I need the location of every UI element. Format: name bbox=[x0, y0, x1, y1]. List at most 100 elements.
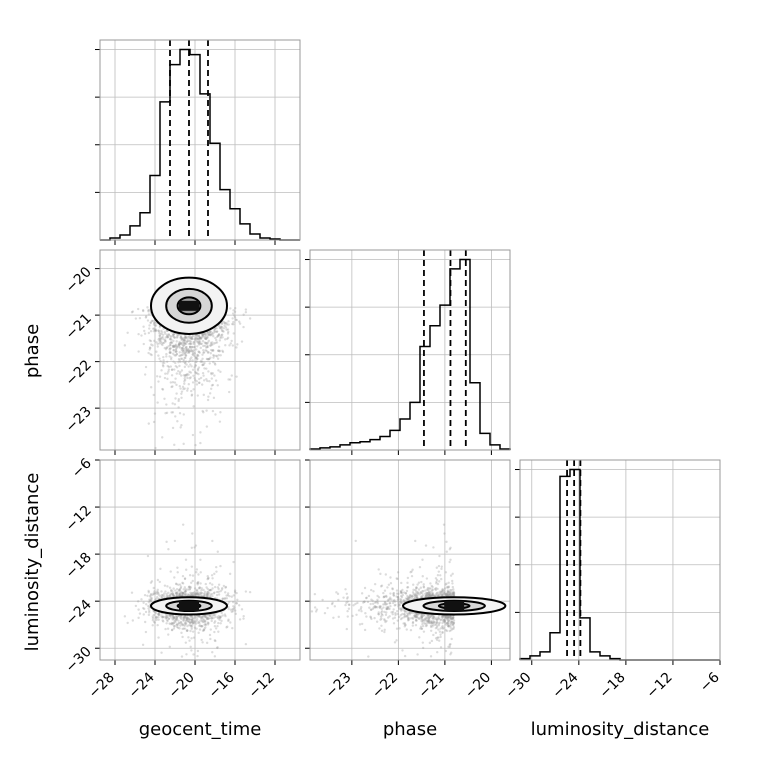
scatter-point bbox=[172, 344, 175, 348]
scatter-point bbox=[190, 620, 194, 624]
scatter-point bbox=[196, 367, 200, 371]
scatter-point bbox=[209, 348, 213, 352]
scatter-point bbox=[175, 350, 178, 353]
scatter-point bbox=[189, 336, 193, 339]
scatter-point bbox=[158, 613, 161, 617]
scatter-point bbox=[415, 612, 419, 616]
scatter-point bbox=[397, 598, 400, 601]
scatter-point bbox=[161, 361, 165, 364]
scatter-point bbox=[441, 621, 444, 625]
scatter-point bbox=[175, 617, 178, 621]
scatter-point bbox=[180, 423, 183, 427]
scatter-point bbox=[192, 594, 195, 597]
scatter-point bbox=[215, 570, 218, 573]
scatter-point bbox=[444, 571, 448, 574]
scatter-point bbox=[427, 593, 430, 597]
scatter-point bbox=[419, 591, 423, 594]
scatter-point bbox=[440, 589, 443, 592]
scatter-point bbox=[315, 608, 319, 611]
scatter-point bbox=[385, 595, 388, 598]
scatter-point bbox=[149, 599, 153, 602]
scatter-point bbox=[185, 617, 189, 620]
scatter-point bbox=[187, 382, 190, 386]
scatter-point bbox=[188, 345, 192, 349]
scatter-point bbox=[182, 591, 185, 595]
scatter-point bbox=[134, 604, 138, 608]
scatter-point bbox=[205, 357, 209, 361]
scatter-point bbox=[190, 618, 194, 622]
scatter-point bbox=[411, 595, 414, 598]
scatter-point bbox=[232, 320, 235, 324]
scatter-point bbox=[192, 617, 195, 620]
scatter-point bbox=[140, 598, 143, 601]
scatter-point bbox=[401, 601, 404, 605]
scatter-point bbox=[187, 349, 190, 352]
scatter-point bbox=[226, 592, 230, 595]
scatter-point bbox=[446, 617, 449, 621]
scatter-point bbox=[385, 607, 388, 611]
scatter-point bbox=[143, 593, 147, 597]
scatter-point bbox=[197, 594, 200, 597]
scatter-point bbox=[418, 593, 421, 596]
scatter-point bbox=[174, 592, 178, 595]
scatter-point bbox=[380, 610, 384, 613]
scatter-point bbox=[174, 397, 177, 400]
scatter-point bbox=[436, 618, 439, 622]
scatter-point bbox=[160, 590, 163, 593]
scatter-point bbox=[155, 375, 159, 378]
scatter-point bbox=[447, 625, 450, 628]
scatter-point bbox=[430, 639, 434, 643]
scatter-point bbox=[387, 607, 390, 610]
scatter-point bbox=[426, 591, 430, 595]
scatter-point bbox=[187, 594, 191, 597]
scatter-point bbox=[345, 601, 348, 605]
scatter-point bbox=[169, 334, 172, 338]
scatter-point bbox=[197, 614, 201, 618]
scatter-point bbox=[404, 610, 407, 613]
scatter-point bbox=[123, 344, 127, 347]
scatter-point bbox=[173, 381, 177, 384]
scatter-point bbox=[218, 349, 221, 353]
scatter-point bbox=[430, 620, 433, 623]
scatter-point bbox=[188, 621, 192, 625]
scatter-point bbox=[217, 349, 220, 352]
scatter-point bbox=[171, 381, 175, 384]
scatter-point bbox=[183, 593, 187, 597]
scatter-point bbox=[436, 582, 440, 586]
scatter-point bbox=[421, 613, 424, 616]
scatter-point bbox=[149, 598, 153, 601]
scatter-point bbox=[183, 356, 186, 359]
scatter-point bbox=[189, 337, 193, 340]
scatter-point bbox=[144, 316, 148, 319]
scatter-point bbox=[414, 618, 418, 622]
scatter-point bbox=[452, 593, 456, 596]
scatter-point bbox=[208, 582, 212, 585]
scatter-point bbox=[231, 317, 234, 320]
scatter-point bbox=[164, 412, 167, 415]
scatter-point bbox=[207, 333, 211, 337]
scatter-point bbox=[191, 433, 195, 437]
scatter-point bbox=[175, 366, 179, 369]
scatter-point bbox=[175, 587, 179, 591]
scatter-point bbox=[385, 619, 388, 623]
scatter-point bbox=[437, 628, 440, 631]
scatter-point bbox=[186, 617, 189, 621]
scatter-point bbox=[177, 589, 181, 592]
scatter-point bbox=[435, 622, 438, 626]
scatter-point bbox=[218, 616, 221, 619]
scatter-point bbox=[400, 590, 403, 594]
scatter-point bbox=[443, 616, 447, 619]
panel-frame bbox=[519, 459, 721, 661]
scatter-point bbox=[204, 337, 208, 341]
scatter-point bbox=[388, 615, 391, 618]
y-tick-label: −6 bbox=[69, 455, 95, 481]
scatter-point bbox=[396, 598, 400, 602]
scatter-point bbox=[414, 592, 418, 595]
scatter-point bbox=[206, 621, 210, 624]
panel-phase-phase bbox=[305, 249, 511, 455]
scatter-point bbox=[177, 406, 180, 409]
scatter-point bbox=[226, 336, 230, 339]
panel-luminosity_distance-phase: −23 −22 −21 −20 bbox=[305, 459, 511, 702]
scatter-point bbox=[147, 313, 151, 316]
scatter-point bbox=[373, 605, 376, 608]
